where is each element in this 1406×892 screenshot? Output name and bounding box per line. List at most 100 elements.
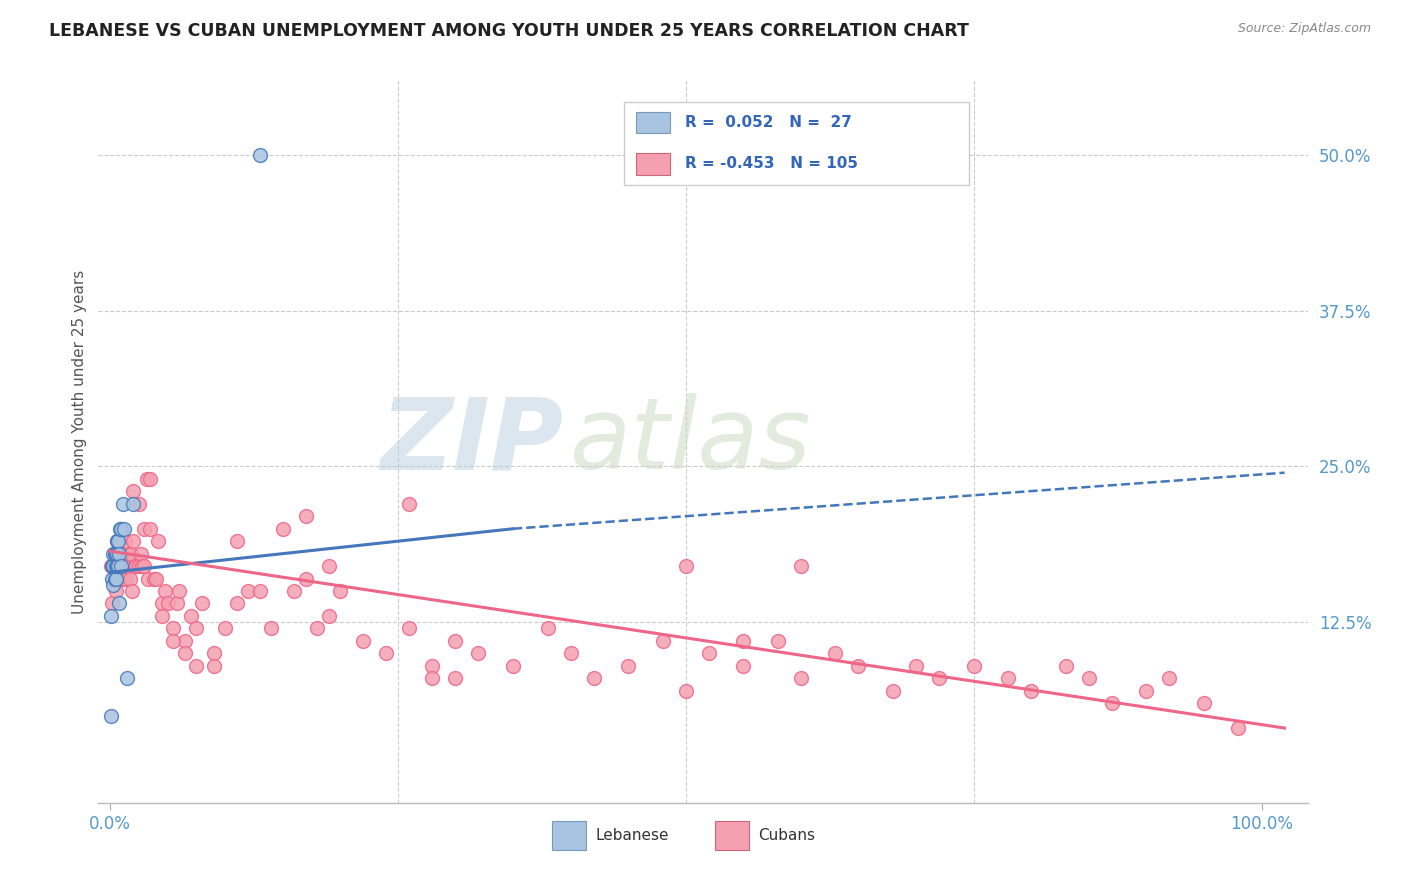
Point	[150, 597, 173, 611]
Point	[173, 646, 195, 660]
Point	[202, 646, 225, 660]
Point	[1019, 683, 1042, 698]
Point	[1077, 671, 1099, 685]
Point	[1159, 671, 1181, 685]
Point	[422, 658, 444, 673]
Point	[104, 572, 127, 586]
Point	[1192, 696, 1215, 710]
Point	[134, 522, 156, 536]
Point	[122, 534, 145, 549]
Point	[125, 559, 148, 574]
Point	[294, 572, 316, 586]
Point	[790, 559, 813, 574]
Text: R = -0.453   N = 105: R = -0.453 N = 105	[685, 156, 858, 171]
Point	[105, 534, 128, 549]
Point	[422, 671, 444, 685]
Y-axis label: Unemployment Among Youth under 25 years: Unemployment Among Youth under 25 years	[72, 269, 87, 614]
Point	[122, 484, 145, 499]
Point	[962, 658, 984, 673]
Point	[1227, 721, 1250, 735]
Point	[148, 534, 170, 549]
Point	[134, 559, 156, 574]
FancyBboxPatch shape	[716, 821, 749, 850]
Point	[103, 578, 125, 592]
Point	[905, 658, 928, 673]
Point	[100, 609, 122, 624]
Point	[156, 597, 179, 611]
FancyBboxPatch shape	[637, 112, 671, 133]
Point	[352, 633, 374, 648]
Point	[928, 671, 950, 685]
Point	[110, 522, 132, 536]
Point	[131, 559, 153, 574]
Point	[536, 621, 558, 635]
Point	[128, 497, 150, 511]
Point	[103, 559, 125, 574]
Point	[105, 547, 128, 561]
Point	[105, 547, 128, 561]
Text: R =  0.052   N =  27: R = 0.052 N = 27	[685, 115, 852, 130]
Point	[110, 522, 132, 536]
Point	[202, 658, 225, 673]
Point	[145, 572, 167, 586]
Point	[108, 547, 131, 561]
Point	[249, 584, 271, 599]
Point	[110, 559, 132, 574]
Point	[117, 547, 139, 561]
Point	[162, 633, 184, 648]
Point	[271, 522, 294, 536]
Point	[103, 547, 125, 561]
Point	[824, 646, 846, 660]
Point	[697, 646, 720, 660]
Text: atlas: atlas	[569, 393, 811, 490]
Text: Source: ZipAtlas.com: Source: ZipAtlas.com	[1237, 22, 1371, 36]
Point	[115, 671, 138, 685]
Point	[790, 671, 813, 685]
Point	[186, 621, 208, 635]
Point	[103, 559, 125, 574]
Point	[733, 658, 755, 673]
Point	[848, 658, 870, 673]
Point	[398, 621, 420, 635]
Point	[135, 472, 157, 486]
Point	[103, 559, 125, 574]
Point	[108, 597, 131, 611]
Point	[150, 609, 173, 624]
Point	[766, 633, 789, 648]
Point	[173, 633, 195, 648]
Point	[142, 572, 165, 586]
Point	[120, 547, 142, 561]
Point	[444, 671, 467, 685]
FancyBboxPatch shape	[551, 821, 586, 850]
Point	[114, 534, 136, 549]
Point	[283, 584, 305, 599]
Point	[107, 534, 129, 549]
Point	[1054, 658, 1077, 673]
Text: ZIP: ZIP	[381, 393, 564, 490]
Point	[101, 572, 124, 586]
Point	[166, 597, 188, 611]
Point	[128, 559, 150, 574]
Point	[118, 572, 141, 586]
Point	[112, 559, 135, 574]
Point	[214, 621, 236, 635]
Point	[318, 559, 340, 574]
Text: Lebanese: Lebanese	[595, 828, 669, 843]
Point	[294, 509, 316, 524]
Point	[882, 683, 904, 698]
Point	[997, 671, 1019, 685]
Point	[651, 633, 673, 648]
Point	[560, 646, 582, 660]
Point	[115, 572, 138, 586]
Point	[675, 683, 697, 698]
Point	[318, 609, 340, 624]
Point	[107, 559, 129, 574]
Point	[115, 559, 138, 574]
Point	[103, 547, 125, 561]
Point	[582, 671, 605, 685]
Point	[444, 633, 467, 648]
Point	[100, 559, 122, 574]
Point	[101, 559, 124, 574]
Point	[155, 584, 177, 599]
Point	[617, 658, 640, 673]
